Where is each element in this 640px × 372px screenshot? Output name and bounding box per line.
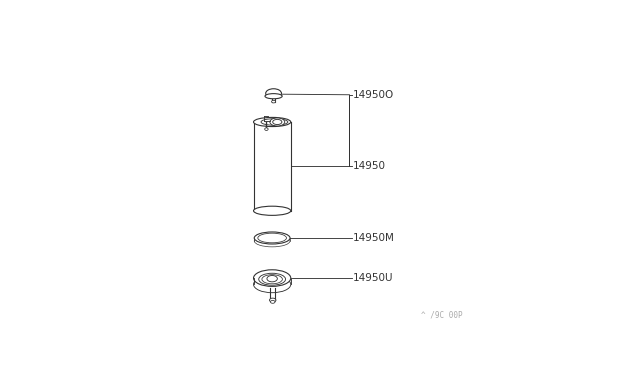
Ellipse shape: [262, 275, 282, 284]
Ellipse shape: [253, 118, 291, 126]
Ellipse shape: [261, 119, 288, 125]
Ellipse shape: [271, 301, 275, 303]
Ellipse shape: [273, 119, 282, 125]
Text: 14950M: 14950M: [353, 233, 394, 243]
Text: 14950O: 14950O: [353, 90, 394, 100]
Ellipse shape: [253, 206, 291, 215]
Ellipse shape: [271, 100, 276, 103]
Ellipse shape: [266, 89, 282, 98]
Ellipse shape: [259, 273, 285, 285]
Text: 14950: 14950: [353, 161, 385, 171]
Ellipse shape: [253, 276, 291, 293]
Text: 14950U: 14950U: [353, 273, 393, 283]
Ellipse shape: [270, 118, 285, 126]
Ellipse shape: [254, 232, 290, 244]
Ellipse shape: [267, 276, 277, 282]
Ellipse shape: [265, 94, 282, 99]
Ellipse shape: [258, 233, 287, 243]
Ellipse shape: [265, 128, 268, 131]
Ellipse shape: [253, 270, 291, 286]
Text: ^ /9C 00P: ^ /9C 00P: [421, 311, 463, 320]
Ellipse shape: [269, 298, 276, 302]
